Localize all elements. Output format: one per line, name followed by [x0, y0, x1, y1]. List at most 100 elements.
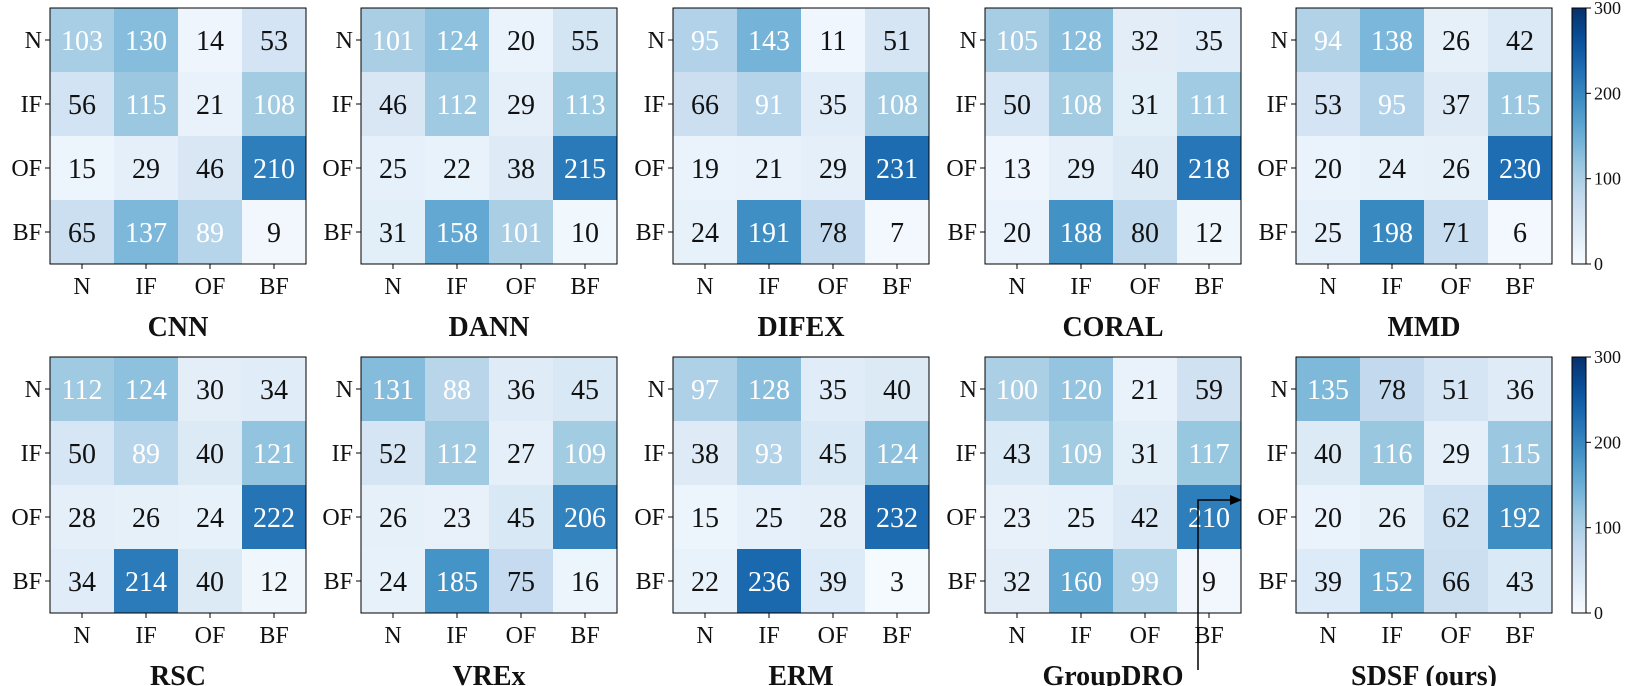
heatmap-cell	[1360, 485, 1424, 549]
colorbar-gradient	[1571, 356, 1587, 614]
cell-value-label: 50	[1003, 90, 1031, 121]
heatmap-cell	[242, 136, 306, 200]
cell-value-label: 89	[132, 439, 160, 470]
heatmap-cell	[673, 357, 737, 421]
cell-value-label: 25	[755, 503, 783, 534]
panel-title: ERM	[768, 661, 833, 686]
cell-value-label: 43	[1003, 439, 1031, 470]
cell-value-label: 15	[68, 154, 96, 185]
cell-value-label: 37	[1442, 90, 1470, 121]
cell-value-label: 24	[1378, 154, 1406, 185]
heatmap-panel-cnn: 103 130 14 53 56 115 21 108 15 29 46 210 65 137 89 9 N IF…	[11, 7, 307, 343]
x-tick-label: N	[696, 623, 713, 649]
heatmap-cell	[737, 200, 801, 264]
cell-value-label: 78	[1378, 375, 1406, 406]
heatmap-cell	[801, 357, 865, 421]
heatmap-cell	[1113, 72, 1177, 136]
y-tick-label: BF	[13, 220, 42, 246]
cell-value-label: 7	[890, 218, 904, 249]
cell-value-label: 20	[507, 26, 535, 57]
heatmap-panel-difex: 95 143 11 51 66 91 35 108 19 21 29 231 24 191 78 7 N IF OF…	[634, 7, 930, 343]
x-tick-label: IF	[758, 623, 779, 649]
heatmap-cell	[1296, 421, 1360, 485]
cell-value-label: 97	[691, 375, 719, 406]
heatmap-cell	[1424, 200, 1488, 264]
heatmap-cell	[1177, 200, 1241, 264]
cell-value-label: 21	[755, 154, 783, 185]
heatmap-cell	[114, 549, 178, 613]
cell-value-label: 26	[379, 503, 407, 534]
heatmap-cell	[425, 549, 489, 613]
x-tick-label: N	[1008, 274, 1025, 300]
heatmap-cell	[865, 485, 929, 549]
heatmap-cell	[425, 72, 489, 136]
heatmap-cell	[673, 485, 737, 549]
colorbar-tick-label: 200	[1594, 83, 1621, 103]
heatmap-cell	[553, 200, 617, 264]
heatmap-cell	[50, 357, 114, 421]
cell-value-label: 28	[819, 503, 847, 534]
x-tick-label: OF	[506, 274, 537, 300]
heatmap-cell	[489, 357, 553, 421]
x-tick-label: N	[73, 274, 90, 300]
cell-value-label: 75	[507, 567, 535, 598]
heatmap-cell	[50, 485, 114, 549]
cell-value-label: 39	[819, 567, 847, 598]
colorbar-tick-label: 0	[1594, 254, 1603, 274]
heatmap-cell	[1488, 200, 1552, 264]
y-tick-label: BF	[13, 569, 42, 595]
cell-value-label: 108	[876, 90, 918, 121]
cell-value-label: 35	[819, 375, 847, 406]
cell-value-label: 192	[1499, 503, 1541, 534]
cell-value-label: 24	[691, 218, 719, 249]
heatmap-cell	[178, 485, 242, 549]
cell-value-label: 52	[379, 439, 407, 470]
heatmap-cell	[1360, 72, 1424, 136]
y-tick-label: IF	[644, 92, 665, 118]
heatmap-cell	[242, 8, 306, 72]
heatmap-cell	[242, 200, 306, 264]
cell-value-label: 120	[1060, 375, 1102, 406]
cell-value-label: 138	[1371, 26, 1413, 57]
heatmap-cell	[1424, 72, 1488, 136]
y-tick-label: OF	[1257, 505, 1288, 531]
cell-value-label: 40	[196, 567, 224, 598]
cell-value-label: 45	[507, 503, 535, 534]
heatmap-cell	[673, 421, 737, 485]
x-tick-label: N	[73, 623, 90, 649]
cell-value-label: 27	[507, 439, 535, 470]
cell-value-label: 236	[748, 567, 790, 598]
x-tick-label: BF	[570, 274, 599, 300]
heatmap-cell	[1177, 136, 1241, 200]
y-tick-label: BF	[324, 220, 353, 246]
heatmap-cell	[1113, 136, 1177, 200]
x-tick-label: OF	[1130, 274, 1161, 300]
heatmap-cell	[361, 8, 425, 72]
cell-value-label: 66	[691, 90, 719, 121]
cell-value-label: 40	[883, 375, 911, 406]
cell-value-label: 215	[564, 154, 606, 185]
cell-value-label: 50	[68, 439, 96, 470]
x-tick-label: BF	[259, 623, 288, 649]
x-tick-label: IF	[446, 274, 467, 300]
cell-value-label: 24	[379, 567, 407, 598]
cell-value-label: 112	[62, 375, 103, 406]
cell-value-label: 26	[1442, 26, 1470, 57]
cell-value-label: 66	[1442, 567, 1470, 598]
cell-value-label: 39	[1314, 567, 1342, 598]
y-tick-label: IF	[332, 92, 353, 118]
heatmap-cell	[865, 357, 929, 421]
heatmap-cell	[737, 357, 801, 421]
heatmap-cell	[985, 72, 1049, 136]
y-tick-label: IF	[1267, 92, 1288, 118]
heatmap-cell	[50, 421, 114, 485]
cell-value-label: 198	[1371, 218, 1413, 249]
heatmap-cell	[801, 549, 865, 613]
cell-value-label: 19	[691, 154, 719, 185]
cell-value-label: 115	[126, 90, 167, 121]
heatmap-cell	[178, 136, 242, 200]
cell-value-label: 71	[1442, 218, 1470, 249]
heatmap-cell	[1424, 136, 1488, 200]
